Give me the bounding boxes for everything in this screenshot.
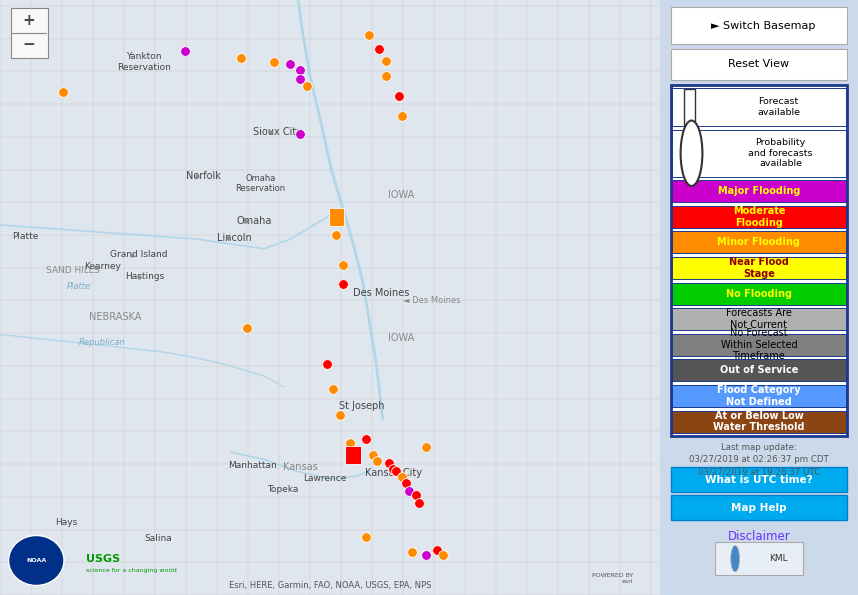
Text: At or Below Low
Water Threshold: At or Below Low Water Threshold — [713, 411, 805, 433]
FancyBboxPatch shape — [10, 8, 47, 58]
Text: Last map update:
03/27/2019 at 02:26:37 pm CDT
03/27/2019 at 19:26:37 UTC: Last map update: 03/27/2019 at 02:26:37 … — [689, 443, 829, 477]
FancyBboxPatch shape — [671, 7, 847, 44]
Text: Kansas: Kansas — [283, 462, 317, 472]
Circle shape — [731, 546, 740, 572]
Text: Kansas City: Kansas City — [365, 468, 422, 478]
Text: Probability
and forecasts
available: Probability and forecasts available — [748, 139, 813, 168]
Bar — [673, 231, 845, 253]
Text: Platte: Platte — [12, 232, 39, 242]
Text: Sioux City: Sioux City — [252, 127, 302, 137]
Bar — [673, 334, 845, 356]
FancyBboxPatch shape — [671, 467, 847, 492]
FancyBboxPatch shape — [671, 495, 847, 520]
Text: Lincoln: Lincoln — [217, 233, 251, 243]
Text: Flood Category
Not Defined: Flood Category Not Defined — [717, 385, 801, 407]
FancyBboxPatch shape — [715, 542, 803, 575]
Text: KML: KML — [770, 554, 788, 563]
Text: Out of Service: Out of Service — [720, 365, 798, 375]
Text: Forecasts Are
Not Current: Forecasts Are Not Current — [726, 308, 792, 330]
Text: science for a changing world: science for a changing world — [86, 568, 177, 572]
Text: Yankton
Reservation: Yankton Reservation — [117, 52, 171, 71]
Bar — [673, 130, 845, 177]
Text: Near Flood
Stage: Near Flood Stage — [729, 257, 789, 279]
Text: Map Help: Map Help — [731, 503, 787, 512]
Text: Moderate
Flooding: Moderate Flooding — [733, 206, 785, 228]
Text: Forecast
available: Forecast available — [758, 98, 801, 117]
Bar — [673, 411, 845, 433]
Text: Salina: Salina — [144, 534, 172, 543]
Bar — [345, 446, 361, 464]
FancyBboxPatch shape — [671, 49, 847, 80]
Bar — [673, 257, 845, 279]
Text: Omaha
Reservation: Omaha Reservation — [236, 174, 286, 193]
Text: IOWA: IOWA — [388, 190, 414, 200]
Text: Lawrence: Lawrence — [303, 474, 347, 484]
Text: What is UTC time?: What is UTC time? — [705, 475, 813, 484]
Bar — [684, 89, 696, 125]
Bar — [673, 359, 845, 381]
Bar — [329, 208, 344, 226]
Text: Kearney: Kearney — [84, 262, 121, 271]
Text: Republican: Republican — [79, 337, 125, 347]
Text: Manhattan: Manhattan — [227, 461, 276, 470]
Text: Topeka: Topeka — [267, 484, 298, 494]
Bar — [673, 308, 845, 330]
Text: Minor Flooding: Minor Flooding — [717, 237, 801, 248]
Text: St Joseph: St Joseph — [339, 401, 384, 411]
Bar — [673, 88, 845, 126]
Text: Major Flooding: Major Flooding — [717, 186, 801, 196]
Text: ◄ Des Moines: ◄ Des Moines — [403, 296, 461, 305]
Bar — [673, 283, 845, 305]
Text: ► Switch Basemap: ► Switch Basemap — [710, 21, 815, 30]
Circle shape — [680, 121, 703, 186]
Bar — [673, 206, 845, 228]
Bar — [673, 385, 845, 407]
Text: Platte: Platte — [67, 282, 91, 292]
Text: USGS: USGS — [86, 555, 120, 564]
Text: SAND HILLS: SAND HILLS — [45, 266, 100, 275]
Text: +: + — [22, 13, 35, 29]
Text: IOWA: IOWA — [388, 333, 414, 343]
Text: NOAA: NOAA — [26, 558, 46, 563]
Text: Disclaimer: Disclaimer — [728, 530, 790, 543]
Text: Hastings: Hastings — [125, 272, 165, 281]
Text: POWERED BY
esri: POWERED BY esri — [592, 574, 633, 584]
Text: Omaha: Omaha — [236, 217, 272, 226]
Text: Hays: Hays — [55, 518, 77, 527]
Text: Grand Island: Grand Island — [110, 250, 167, 259]
Text: −: − — [22, 37, 35, 52]
Text: No Flooding: No Flooding — [726, 289, 792, 299]
Text: NEBRASKA: NEBRASKA — [89, 312, 142, 321]
Text: Esri, HERE, Garmin, FAO, NOAA, USGS, EPA, NPS: Esri, HERE, Garmin, FAO, NOAA, USGS, EPA… — [229, 581, 431, 590]
FancyBboxPatch shape — [671, 85, 847, 436]
Bar — [673, 180, 845, 202]
Text: Reset View: Reset View — [728, 60, 789, 69]
Circle shape — [9, 536, 64, 585]
Text: No Forecast
Within Selected
Timeframe: No Forecast Within Selected Timeframe — [721, 328, 797, 361]
Text: Norfolk: Norfolk — [186, 171, 221, 181]
Text: Des Moines: Des Moines — [353, 288, 409, 298]
